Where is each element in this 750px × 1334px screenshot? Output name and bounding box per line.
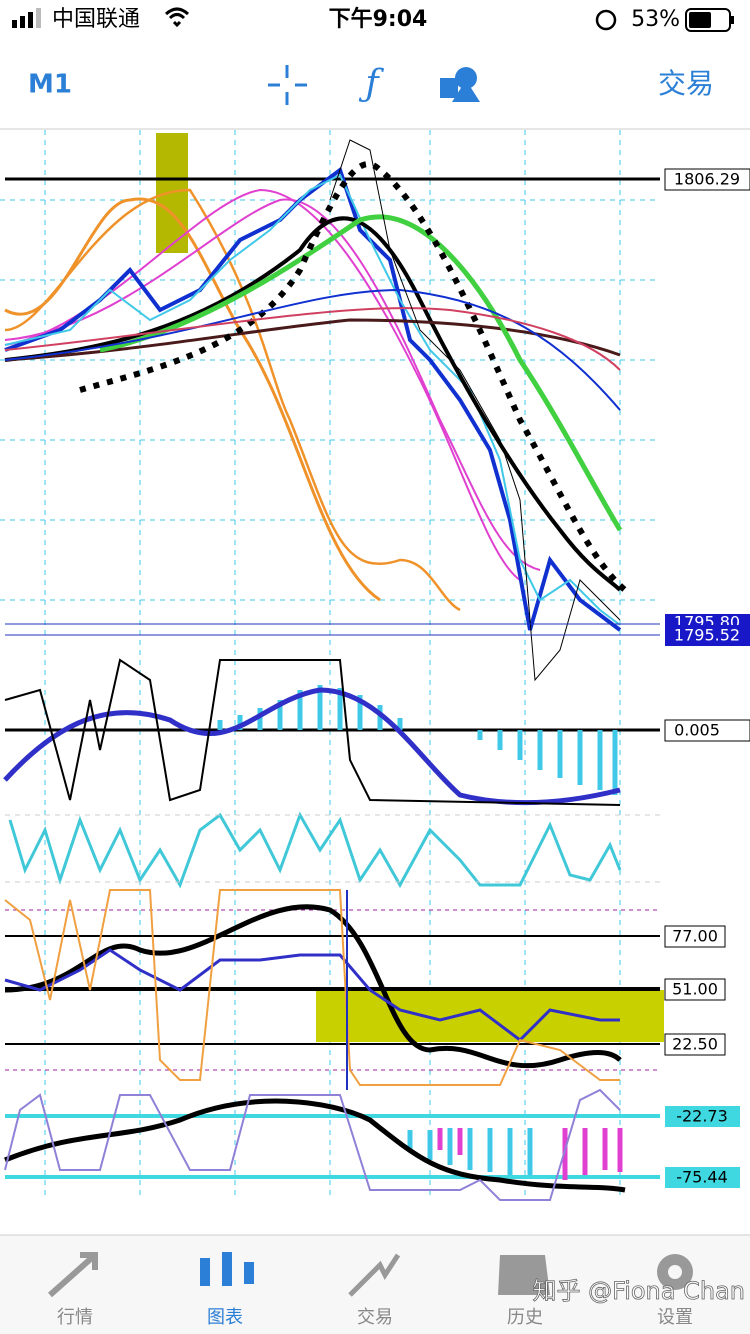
level-label: 51.00 — [672, 980, 718, 999]
toolbar: M1 ƒ 交易 — [0, 63, 750, 130]
stoch-panel — [4, 889, 664, 1090]
battery-percent: 53% — [631, 7, 680, 32]
watermark: 知乎 @Fiona Chan — [533, 1277, 745, 1305]
status-bar: 中国联通 下午9:04 53% — [12, 6, 734, 32]
crosshair-button[interactable] — [268, 65, 307, 105]
tab-history[interactable]: 历史 — [507, 1307, 543, 1328]
tab-bar: 行情 图表 交易 历史 设置 知乎 @Fiona Chan — [0, 1234, 750, 1334]
price-chart — [4, 133, 660, 682]
price-labels: 1806.29 1795.80 1795.52 0.005 77.00 51.0… — [664, 168, 750, 1188]
clock: 下午9:04 — [329, 6, 428, 32]
tab-trade[interactable]: 交易 — [357, 1307, 393, 1328]
indicator-button[interactable]: ƒ — [358, 63, 384, 104]
level-label: 22.50 — [672, 1035, 718, 1054]
rsi-line — [8, 811, 622, 889]
trade-button[interactable]: 交易 — [658, 67, 714, 100]
tab-quotes[interactable]: 行情 — [57, 1307, 93, 1328]
level-label: 0.005 — [674, 721, 720, 740]
timeframe-button[interactable]: M1 — [28, 70, 72, 100]
level-label: 77.00 — [672, 927, 718, 946]
price-label: 1806.29 — [674, 170, 740, 189]
level-label: -22.73 — [676, 1107, 728, 1126]
ask-label: 1795.52 — [674, 626, 740, 645]
level-label: -75.44 — [676, 1168, 728, 1187]
tab-settings[interactable]: 设置 — [657, 1307, 693, 1328]
objects-button[interactable] — [440, 67, 480, 102]
wpr-panel — [4, 1088, 660, 1201]
macd-panel — [3, 658, 660, 806]
tab-chart[interactable]: 图表 — [207, 1307, 243, 1328]
carrier: 中国联通 — [52, 7, 140, 32]
